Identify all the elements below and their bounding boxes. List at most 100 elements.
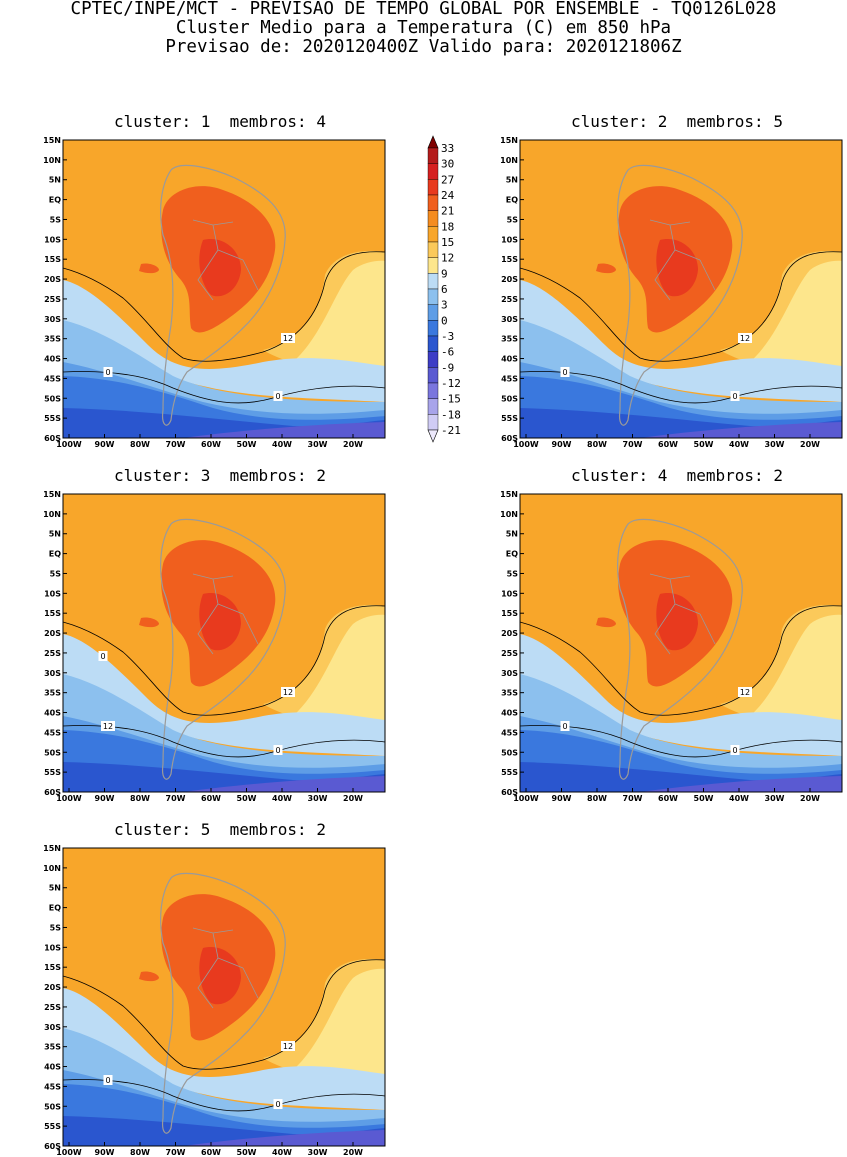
- lat-label: 20S: [44, 983, 61, 992]
- lon-label: 40W: [272, 440, 292, 449]
- temperature-band: [293, 260, 385, 374]
- colorbar-bottom-arrow: [427, 429, 439, 443]
- colorbar-cell: [427, 147, 439, 164]
- lat-label: 10N: [43, 156, 61, 165]
- colorbar-label: 27: [441, 173, 454, 186]
- lat-label: 15N: [500, 136, 518, 145]
- temperature-band: [596, 263, 616, 274]
- temperature-band: [139, 263, 159, 274]
- lat-label: 45S: [501, 374, 518, 383]
- isotherm-12: [519, 605, 843, 716]
- contour-label: 12: [281, 1041, 295, 1051]
- temperature-band: [63, 320, 385, 422]
- lat-label: 35S: [44, 335, 61, 344]
- lat-label: 55S: [44, 768, 61, 777]
- temperature-band: [596, 617, 616, 628]
- panel-title: cluster: 4 membros: 2: [571, 466, 783, 485]
- colorbar-cell: [427, 226, 439, 243]
- lat-label: 10N: [500, 156, 518, 165]
- lat-label: 25S: [44, 295, 61, 304]
- lon-label: 70W: [623, 440, 643, 449]
- temperature-band: [199, 947, 241, 1005]
- lon-label: 90W: [95, 440, 115, 449]
- header-title: CPTEC/INPE/MCT - PREVISAO DE TEMPO GLOBA…: [70, 0, 777, 19]
- colorbar-label: -6: [441, 346, 454, 359]
- lat-label: 25S: [501, 649, 518, 658]
- map-frame: [62, 847, 386, 1147]
- temperature-map: 12 0 0 15N 10N 5N EQ 5S 10S 15S 20S 25S 30S 35S 40S 45S…: [43, 136, 386, 449]
- lat-label: 15S: [501, 609, 518, 618]
- colorbar-label: 3: [441, 299, 448, 312]
- country-borders: [649, 219, 716, 301]
- lat-label: 50S: [501, 748, 518, 757]
- lon-label: 100W: [513, 440, 539, 449]
- lat-label: 10S: [501, 589, 518, 598]
- continent-outline: [160, 872, 286, 1134]
- lon-label: 20W: [343, 794, 363, 803]
- lat-label: 55S: [501, 414, 518, 423]
- lat-label: 25S: [44, 649, 61, 658]
- temperature-band: [520, 320, 842, 422]
- colorbar-cell: [427, 367, 439, 384]
- svg-text:0: 0: [562, 722, 567, 731]
- lon-label: 90W: [552, 794, 572, 803]
- lat-label: 40S: [501, 355, 518, 364]
- temperature-map: 12 0 0 15N 10N 5N EQ 5S 10S 15S 20S 25S 30S 35S 40S 45S…: [500, 490, 843, 803]
- lon-label: 60W: [658, 440, 678, 449]
- lon-label: 100W: [56, 794, 82, 803]
- lat-label: 30S: [44, 315, 61, 324]
- lat-label: 15S: [44, 255, 61, 264]
- colorbar-label: -21: [441, 424, 461, 437]
- temperature-map: 12 0 0 15N 10N 5N EQ 5S 10S 15S 20S 25S 30S 35S 40S 45S…: [500, 136, 843, 449]
- header-dates: Previsao de: 2020120400Z Valido para: 20…: [165, 37, 682, 57]
- lon-label: 80W: [130, 794, 150, 803]
- lat-label: 15N: [43, 136, 61, 145]
- svg-text:0: 0: [275, 392, 280, 401]
- colorbar-cell: [427, 398, 439, 415]
- lon-label: 50W: [237, 440, 257, 449]
- colorbar-label: -9: [441, 361, 454, 374]
- svg-text:12: 12: [103, 722, 113, 731]
- contour-label: 0: [560, 721, 570, 731]
- colorbar-cell: [427, 288, 439, 305]
- contour-label: 0: [273, 391, 283, 401]
- temperature-band: [139, 971, 159, 982]
- isotherm-0: [519, 371, 843, 404]
- header-subtitle: Cluster Medio para a Temperatura (C) em …: [175, 18, 672, 38]
- colorbar-cell: [427, 320, 439, 337]
- colorbar-label: -12: [441, 377, 461, 390]
- lat-label: 55S: [501, 768, 518, 777]
- panel-title: cluster: 3 membros: 2: [114, 466, 326, 485]
- lon-label: 70W: [166, 1148, 186, 1157]
- lat-label: 25S: [501, 295, 518, 304]
- lat-label: 20S: [44, 629, 61, 638]
- lat-label: 35S: [44, 1043, 61, 1052]
- lon-label: 40W: [272, 1148, 292, 1157]
- lat-label: 15N: [43, 844, 61, 853]
- lat-label: 10S: [44, 589, 61, 598]
- svg-text:12: 12: [283, 334, 293, 343]
- lat-label: 5N: [506, 176, 518, 185]
- temperature-band: [750, 614, 842, 728]
- map-panel-cluster-1: cluster: 1 membros: 4 12 0 0 15N 10N 5N EQ 5S 10…: [43, 113, 386, 449]
- temperature-band: [63, 674, 385, 776]
- contour-label: 0: [273, 1099, 283, 1109]
- continent-outline: [617, 164, 743, 426]
- temperature-band: [63, 280, 385, 402]
- lon-label: 30W: [308, 1148, 328, 1157]
- temperature-map: 12 12 0 0 15N 10N 5N EQ 5S 10S 15S 20S 25S 30S 35S 40S 4…: [43, 490, 386, 803]
- lat-label: 60S: [501, 788, 518, 797]
- country-borders: [192, 219, 259, 301]
- lat-label: 60S: [44, 1142, 61, 1151]
- temperature-band: [520, 674, 842, 776]
- temperature-band: [199, 593, 241, 651]
- svg-text:0: 0: [562, 368, 567, 377]
- lon-label: 50W: [694, 794, 714, 803]
- lon-label: 30W: [308, 440, 328, 449]
- map-frame: [62, 493, 386, 793]
- lat-label: 5S: [50, 569, 62, 578]
- lat-label: 10S: [44, 235, 61, 244]
- colorbar-label: 12: [441, 252, 454, 265]
- lon-label: 30W: [308, 794, 328, 803]
- lat-label: EQ: [49, 550, 61, 559]
